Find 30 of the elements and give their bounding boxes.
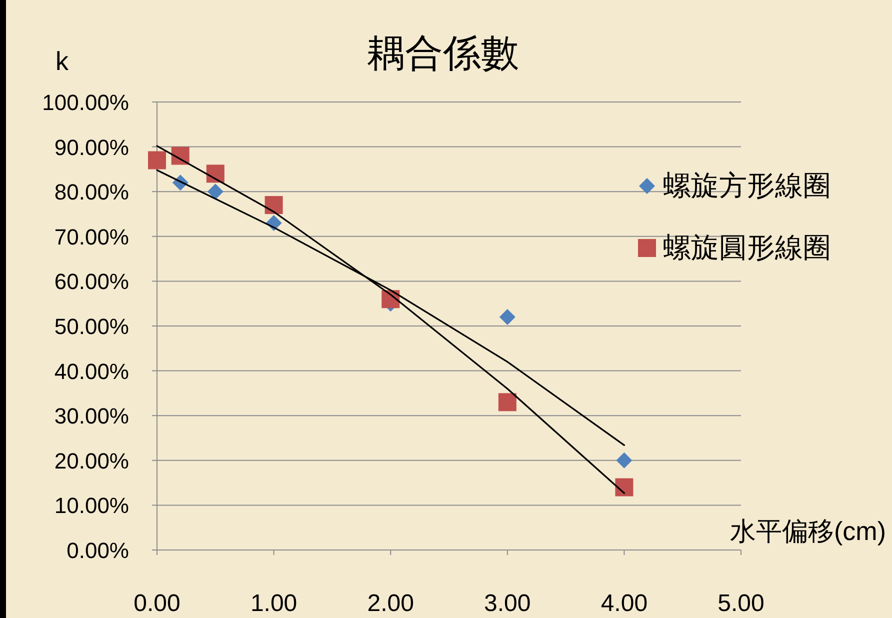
y-tick: 60.00% xyxy=(54,269,129,294)
point xyxy=(498,393,516,412)
x-tick: 1.00 xyxy=(250,590,298,617)
point xyxy=(148,151,166,170)
legend-label: 螺旋方形線圈 xyxy=(663,170,831,201)
point xyxy=(499,309,516,326)
x-tick: 3.00 xyxy=(484,590,531,617)
y-tick: 90.00% xyxy=(54,134,129,160)
point xyxy=(207,184,224,200)
y-tick: 80.00% xyxy=(54,180,129,205)
y-tick: 20.00% xyxy=(54,448,129,474)
point xyxy=(206,164,224,183)
y-tick: 70.00% xyxy=(54,224,129,250)
y-tick: 40.00% xyxy=(54,358,129,384)
point xyxy=(615,478,634,496)
x-label: 水平偏移(cm) xyxy=(730,516,886,546)
y-tick: 50.00% xyxy=(54,314,129,339)
y-tick: 100.00% xyxy=(42,90,129,115)
y-tick: 30.00% xyxy=(54,404,129,429)
y-tick: 10.00% xyxy=(54,493,129,518)
y-label: k xyxy=(56,46,68,76)
x-tick: 5.00 xyxy=(718,590,764,617)
title: 耦合係數 xyxy=(367,33,519,75)
point xyxy=(616,452,632,468)
x-tick: 0.00 xyxy=(134,590,180,617)
point xyxy=(264,196,283,214)
y-tick: 0.00% xyxy=(66,538,129,563)
x-tick: 2.00 xyxy=(367,590,414,617)
legend-label: 螺旋圓形線圈 xyxy=(663,232,831,263)
x-tick: 4.00 xyxy=(600,590,648,617)
